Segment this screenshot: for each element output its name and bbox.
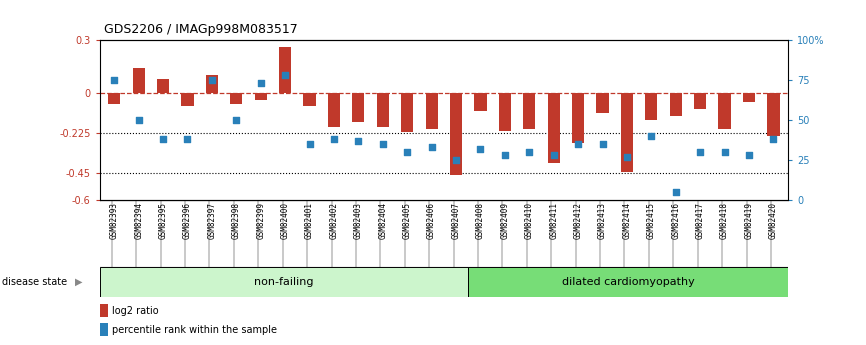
Bar (597, 93, 609, 113)
Text: GSM82411: GSM82411 (549, 202, 559, 239)
Point (718, 149, 732, 155)
Point (474, 146, 488, 151)
Point (424, 145, 438, 150)
Text: GSM82410: GSM82410 (525, 202, 533, 239)
Point (107, 77, 121, 82)
Text: GSM82393: GSM82393 (110, 202, 119, 239)
Bar (499, 93, 511, 131)
Text: GSM82418: GSM82418 (721, 202, 729, 239)
Bar (450, 93, 462, 175)
Point (644, 133, 658, 139)
Point (669, 189, 682, 195)
Point (278, 72, 292, 78)
Point (180, 136, 194, 142)
Bar (255, 93, 267, 100)
Point (694, 149, 708, 155)
Bar (719, 93, 731, 129)
Text: GSM82420: GSM82420 (769, 202, 778, 239)
Bar (100, 267, 469, 297)
Bar (475, 93, 487, 111)
Point (400, 149, 414, 155)
Text: GSM82403: GSM82403 (354, 202, 363, 239)
Text: GSM82415: GSM82415 (647, 202, 656, 239)
Bar (401, 93, 413, 132)
Point (229, 117, 243, 123)
Point (376, 141, 390, 147)
Text: GSM82404: GSM82404 (378, 202, 387, 239)
Text: GSM82395: GSM82395 (158, 202, 167, 239)
Point (449, 157, 463, 163)
Bar (767, 93, 779, 136)
Bar (425, 93, 437, 129)
Point (302, 141, 316, 147)
Bar (469, 267, 788, 297)
Bar (669, 93, 682, 116)
Text: GSM82419: GSM82419 (745, 202, 753, 239)
Point (132, 117, 145, 123)
Bar (547, 93, 559, 163)
Text: disease state: disease state (2, 277, 67, 287)
Text: dilated cardiomyopathy: dilated cardiomyopathy (562, 277, 695, 287)
Text: ▶: ▶ (74, 277, 82, 287)
Text: GSM82399: GSM82399 (256, 202, 265, 239)
Bar (523, 93, 535, 129)
Text: percentile rank within the sample: percentile rank within the sample (112, 325, 276, 335)
Text: GSM82394: GSM82394 (134, 202, 143, 239)
Text: GSM82416: GSM82416 (671, 202, 681, 239)
Bar (328, 93, 340, 127)
Point (205, 77, 219, 82)
Text: GSM82407: GSM82407 (451, 202, 461, 239)
Point (572, 141, 585, 147)
Point (156, 136, 170, 142)
Text: GSM82405: GSM82405 (403, 202, 411, 239)
Text: GSM82402: GSM82402 (329, 202, 339, 239)
Point (254, 80, 268, 86)
Bar (206, 75, 218, 93)
Point (596, 141, 610, 147)
Bar (645, 93, 657, 120)
Bar (303, 93, 315, 106)
Text: non-failing: non-failing (255, 277, 313, 287)
Bar (100, 304, 108, 317)
Text: GSM82401: GSM82401 (305, 202, 314, 239)
Point (766, 136, 780, 142)
Bar (621, 93, 633, 171)
Text: GSM82413: GSM82413 (598, 202, 607, 239)
Text: GSM82396: GSM82396 (183, 202, 192, 239)
Text: GSM82397: GSM82397 (207, 202, 216, 239)
Text: GSM82408: GSM82408 (476, 202, 485, 239)
Bar (181, 93, 194, 106)
Bar (377, 93, 389, 127)
Point (620, 154, 634, 159)
Text: log2 ratio: log2 ratio (112, 306, 158, 316)
Text: GSM82409: GSM82409 (501, 202, 509, 239)
Bar (100, 323, 108, 336)
Text: GSM82398: GSM82398 (232, 202, 241, 239)
Point (742, 152, 756, 158)
Bar (279, 47, 291, 93)
Point (327, 136, 341, 142)
Bar (743, 93, 755, 102)
Bar (157, 79, 169, 93)
Text: GSM82400: GSM82400 (281, 202, 289, 239)
Point (498, 152, 512, 158)
Point (522, 149, 536, 155)
Text: GSM82417: GSM82417 (695, 202, 705, 239)
Bar (352, 93, 365, 122)
Bar (132, 68, 145, 93)
Text: GSM82412: GSM82412 (573, 202, 583, 239)
Point (352, 138, 365, 144)
Point (546, 152, 560, 158)
Bar (694, 93, 707, 109)
Bar (572, 93, 585, 143)
Bar (108, 93, 120, 104)
Text: GSM82414: GSM82414 (623, 202, 631, 239)
Text: GSM82406: GSM82406 (427, 202, 436, 239)
Text: GDS2206 / IMAGp998M083517: GDS2206 / IMAGp998M083517 (104, 23, 298, 36)
Bar (230, 93, 242, 104)
